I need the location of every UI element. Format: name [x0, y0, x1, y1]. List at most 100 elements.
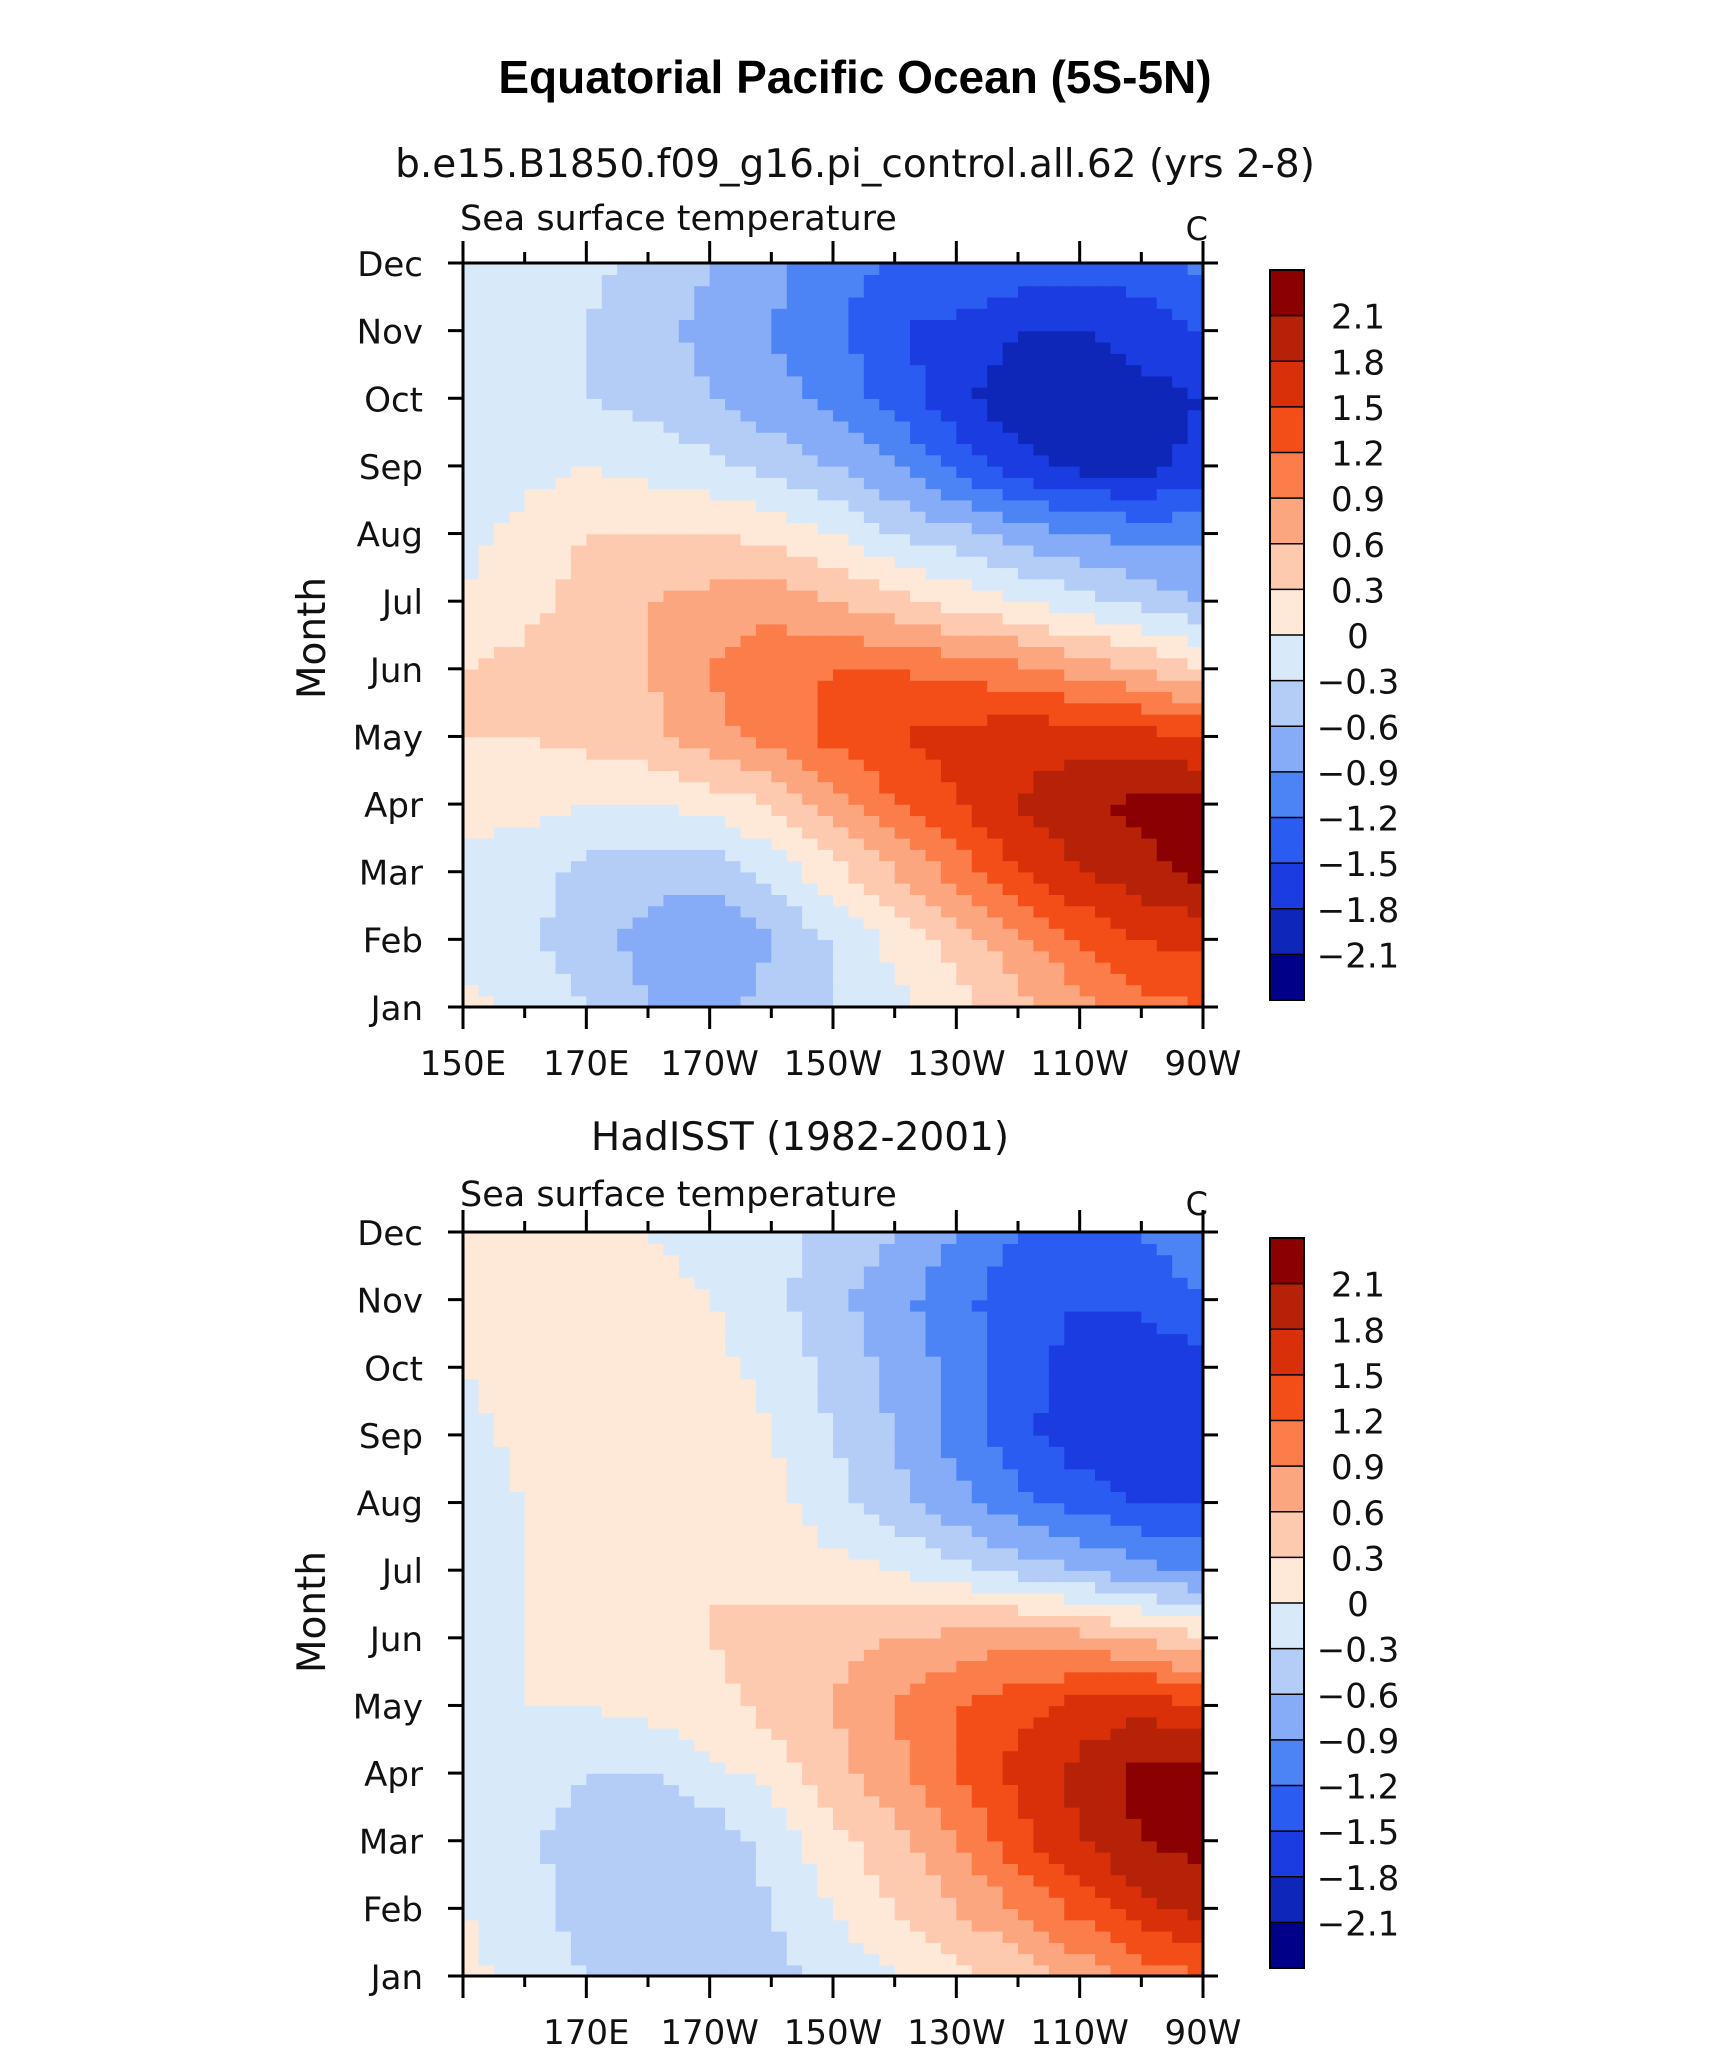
heatmap-cell: [663, 1739, 680, 1752]
heatmap-cell: [956, 871, 973, 884]
heatmap-cell: [586, 1671, 603, 1684]
heatmap-cell: [1064, 646, 1081, 659]
heatmap-cell: [940, 499, 958, 512]
heatmap-cell: [524, 1682, 541, 1695]
heatmap-cell: [940, 353, 958, 366]
heatmap-cell: [833, 1705, 850, 1718]
heatmap-cell: [771, 1682, 788, 1695]
heatmap-cell: [740, 826, 757, 839]
heatmap-cell: [555, 443, 572, 456]
heatmap-cell: [1156, 274, 1173, 287]
heatmap-cell: [987, 1615, 1004, 1628]
heatmap-cell: [524, 1728, 541, 1740]
heatmap-cell: [725, 804, 742, 817]
heatmap-cell: [570, 623, 588, 636]
heatmap-cell: [802, 1885, 819, 1898]
heatmap-cell: [1064, 725, 1081, 738]
heatmap-cell: [848, 1682, 865, 1695]
heatmap-cell: [663, 1604, 680, 1616]
heatmap-cell: [678, 432, 695, 445]
heatmap-cell: [940, 973, 958, 986]
heatmap-cell: [863, 668, 880, 681]
heatmap-cell: [956, 1806, 973, 1819]
heatmap-cell: [1033, 1795, 1050, 1808]
heatmap-cell: [463, 1784, 480, 1797]
y-tick-label: Aug: [357, 516, 423, 556]
heatmap-cell: [894, 1784, 911, 1797]
heatmap-cell: [1156, 1694, 1173, 1707]
heatmap-cell: [1095, 454, 1112, 467]
heatmap-cell: [848, 1694, 865, 1707]
heatmap-cell: [1172, 443, 1189, 456]
heatmap-cell: [925, 1953, 942, 1966]
heatmap-cell: [740, 623, 757, 636]
heatmap-cell: [848, 984, 865, 997]
heatmap-cell: [524, 375, 541, 388]
heatmap-cell: [509, 871, 526, 884]
heatmap-cell: [1095, 409, 1112, 422]
heatmap-cell: [1156, 781, 1173, 794]
heatmap-cell: [817, 635, 834, 647]
heatmap-cell: [709, 601, 726, 614]
heatmap-cell: [570, 1942, 588, 1955]
heatmap-cell: [1079, 950, 1096, 963]
heatmap-cell: [555, 1919, 572, 1932]
heatmap-cell: [1079, 1581, 1096, 1594]
heatmap-cell: [771, 589, 788, 602]
heatmap-cell: [570, 1795, 588, 1808]
heatmap-cell: [894, 950, 911, 963]
heatmap-cell: [771, 1953, 788, 1966]
heatmap-cell: [1002, 1852, 1019, 1864]
heatmap-cell: [1095, 1897, 1112, 1910]
heatmap-cell: [524, 522, 541, 535]
heatmap-cell: [1033, 1761, 1050, 1774]
heatmap-cell: [894, 1637, 911, 1650]
heatmap-cell: [802, 1964, 819, 1977]
heatmap-cell: [1125, 398, 1143, 411]
heatmap-cell: [987, 759, 1004, 771]
heatmap-cell: [648, 905, 665, 918]
heatmap-cell: [956, 995, 973, 1008]
heatmap-cell: [1156, 1660, 1173, 1673]
heatmap-cell: [740, 646, 757, 659]
heatmap-cell: [833, 939, 850, 952]
heatmap-cell: [940, 1908, 958, 1921]
heatmap-cell: [1002, 375, 1019, 388]
heatmap-cell: [463, 499, 480, 512]
heatmap-cell: [1079, 781, 1096, 794]
heatmap-cell: [678, 1942, 695, 1955]
heatmap-cell: [524, 781, 541, 794]
heatmap-cell: [1018, 274, 1035, 287]
heatmap-cell: [524, 499, 541, 512]
heatmap-cell: [740, 511, 757, 523]
heatmap-cell: [632, 849, 649, 862]
heatmap-cell: [863, 1806, 880, 1819]
heatmap-cell: [694, 725, 711, 738]
heatmap-cell: [648, 1558, 665, 1571]
heatmap-cell: [555, 691, 572, 704]
heatmap-cell: [632, 1705, 649, 1718]
heatmap-cell: [509, 1773, 526, 1786]
heatmap-cell: [1079, 928, 1096, 941]
heatmap-cell: [617, 973, 634, 986]
heatmap-cell: [940, 1885, 958, 1898]
heatmap-cell: [540, 826, 557, 839]
heatmap-cell: [509, 973, 526, 986]
heatmap-cell: [940, 319, 958, 332]
heatmap-cell: [725, 1592, 742, 1605]
heatmap-cell: [1064, 736, 1081, 749]
heatmap-cell: [802, 409, 819, 422]
heatmap-cell: [971, 849, 988, 862]
heatmap-cell: [987, 1818, 1004, 1831]
heatmap-cell: [755, 860, 773, 873]
heatmap-cell: [1187, 375, 1204, 388]
heatmap-cell: [648, 1852, 665, 1864]
heatmap-cell: [617, 849, 634, 862]
panel2-units: C: [1186, 1185, 1208, 1223]
heatmap-cell: [894, 1964, 911, 1977]
heatmap-cell: [725, 274, 742, 287]
heatmap-cell: [987, 443, 1004, 456]
heatmap-cell: [1172, 398, 1189, 411]
heatmap-cell: [1125, 1964, 1143, 1977]
heatmap-cell: [1141, 409, 1158, 422]
